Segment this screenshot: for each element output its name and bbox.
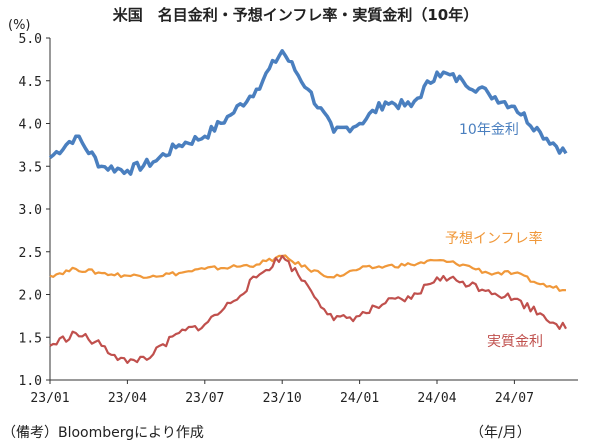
y-tick-label: 4.0 xyxy=(19,118,42,133)
y-tick-label: 1.0 xyxy=(19,374,42,389)
chart-tick-labels: 1.0 1.5 2.0 2.5 3.0 3.5 4.0 4.5 5.0 23/01 23/04 23/… xyxy=(19,32,534,406)
chart-title: 米国 名目金利・予想インフレ率・実質金利（10年） xyxy=(112,6,479,24)
series-line-1 xyxy=(48,49,568,176)
y-tick-label: 1.5 xyxy=(19,331,42,346)
x-tick-label: 23/04 xyxy=(108,391,147,406)
y-tick-label: 5.0 xyxy=(19,32,42,47)
series-label-3: 実質金利 xyxy=(487,334,543,350)
x-tick-label: 24/04 xyxy=(417,391,456,406)
x-tick-label: 24/07 xyxy=(495,391,534,406)
x-tick-label: 23/07 xyxy=(185,391,224,406)
y-tick-label: 2.5 xyxy=(19,246,42,261)
series-label-1: 10年金利 xyxy=(459,122,519,138)
y-tick-label: 3.5 xyxy=(19,160,42,175)
chart-axes xyxy=(46,37,578,384)
x-axis-unit: （年/月） xyxy=(470,425,531,441)
series-line-2 xyxy=(49,254,567,292)
series-label-2: 予想インフレ率 xyxy=(445,230,543,247)
x-tick-label: 23/01 xyxy=(30,391,69,406)
y-tick-label: 4.5 xyxy=(19,75,42,90)
x-tick-label: 23/10 xyxy=(263,391,302,406)
source-note: （備考）Bloombergにより作成 xyxy=(2,425,204,441)
y-axis-unit: (%) xyxy=(8,18,31,33)
x-tick-label: 24/01 xyxy=(340,391,379,406)
chart-series xyxy=(48,49,568,364)
y-tick-label: 3.0 xyxy=(19,203,42,218)
y-tick-label: 2.0 xyxy=(19,289,42,304)
series-line-3 xyxy=(49,254,567,364)
